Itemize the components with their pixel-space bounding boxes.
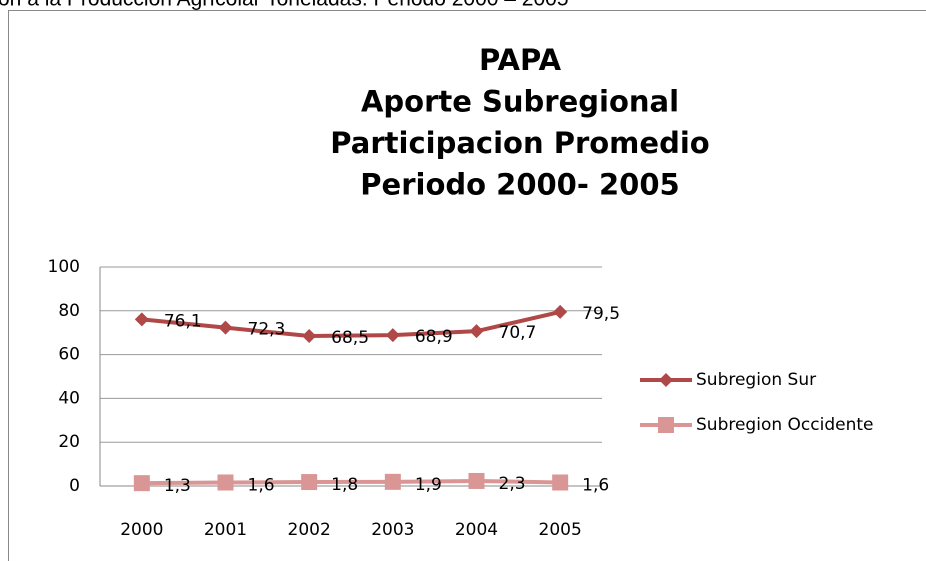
y-tick-label: 60 bbox=[58, 345, 80, 365]
x-tick-label: 2001 bbox=[204, 520, 247, 540]
marker bbox=[552, 474, 569, 491]
marker bbox=[385, 328, 400, 343]
x-tick-label: 2002 bbox=[288, 520, 331, 540]
chart-title: PAPA bbox=[479, 43, 562, 77]
marker bbox=[133, 475, 150, 492]
x-tick-label: 2004 bbox=[455, 520, 498, 540]
marker bbox=[301, 474, 318, 491]
chart-title: Aporte Subregional bbox=[361, 85, 679, 119]
data-label: 1,3 bbox=[164, 476, 191, 496]
data-label: 2,3 bbox=[499, 474, 526, 494]
x-tick-label: 2005 bbox=[539, 520, 582, 540]
legend-marker bbox=[658, 417, 674, 433]
y-tick-label: 40 bbox=[58, 388, 80, 408]
data-label: 1,8 bbox=[331, 475, 358, 495]
marker bbox=[468, 472, 485, 489]
legend-marker bbox=[659, 373, 673, 387]
marker bbox=[469, 324, 484, 339]
data-label: 72,3 bbox=[248, 320, 286, 340]
x-tick-label: 2000 bbox=[120, 520, 163, 540]
data-label: 1,6 bbox=[582, 475, 609, 495]
marker bbox=[218, 320, 233, 335]
marker bbox=[384, 473, 401, 490]
marker bbox=[217, 474, 234, 491]
marker bbox=[553, 304, 568, 319]
series-line bbox=[141, 478, 561, 486]
data-label: 1,9 bbox=[415, 475, 442, 495]
data-label: 70,7 bbox=[499, 323, 537, 343]
header: ón a la Producción Agrícolar Toneladas. … bbox=[0, 0, 569, 11]
data-label: 1,6 bbox=[248, 475, 275, 495]
y-tick-label: 100 bbox=[48, 257, 80, 277]
chart-title: Participacion Promedio bbox=[330, 126, 709, 160]
x-tick-label: 2003 bbox=[371, 520, 414, 540]
legend-label: Subregion Sur bbox=[696, 370, 816, 390]
legend-label: Subregion Occidente bbox=[696, 415, 873, 435]
data-label: 68,5 bbox=[331, 328, 369, 348]
y-tick-label: 0 bbox=[69, 476, 80, 496]
chart-title: Periodo 2000- 2005 bbox=[360, 168, 679, 202]
marker bbox=[302, 328, 317, 343]
marker bbox=[134, 312, 149, 327]
y-tick-label: 20 bbox=[58, 432, 80, 452]
data-label: 79,5 bbox=[582, 304, 620, 324]
data-label: 76,1 bbox=[164, 311, 202, 331]
y-tick-label: 80 bbox=[58, 301, 80, 321]
data-label: 68,9 bbox=[415, 327, 453, 347]
series-line bbox=[141, 309, 561, 338]
